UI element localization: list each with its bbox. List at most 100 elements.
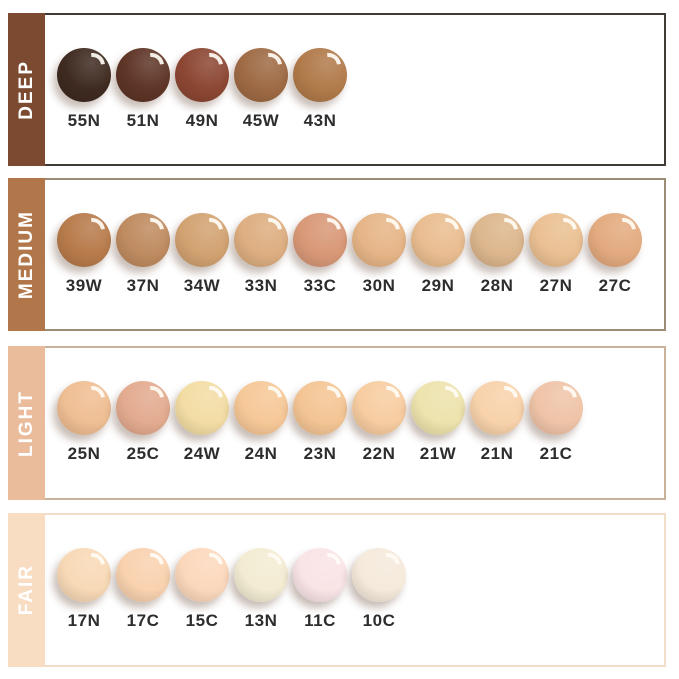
shade-swatch: 25C xyxy=(116,380,170,464)
shade-color-dot xyxy=(57,47,111,102)
shade-code: 29N xyxy=(421,276,455,295)
shade-color-dot xyxy=(234,47,288,102)
category-band-medium: MEDIUM xyxy=(8,178,45,331)
shade-code: 33N xyxy=(244,276,278,295)
shade-swatch: 30N xyxy=(352,212,406,296)
shine-highlight-icon xyxy=(74,547,111,584)
shade-color-dot xyxy=(293,547,347,602)
shade-color-dot xyxy=(234,380,288,435)
shine-highlight-icon xyxy=(428,380,465,417)
shade-swatch: 45W xyxy=(234,47,288,131)
swatch-list: 25N 25C 24W 24N 23N 22N 21W 21N 21C xyxy=(57,380,583,464)
shine-highlight-icon xyxy=(133,380,170,417)
shine-highlight-icon xyxy=(487,212,524,249)
shade-row-light: LIGHT 25N 25C 24W 24N 23N 22N 21W 21N 21C xyxy=(8,346,666,500)
shade-color-dot xyxy=(116,547,170,602)
shade-code: 21N xyxy=(480,444,514,463)
shade-code: 55N xyxy=(67,111,101,130)
shade-row-fair: FAIR 17N 17C 15C 13N 11C 10C xyxy=(8,513,666,667)
shade-color-dot xyxy=(57,547,111,602)
category-band-fair: FAIR xyxy=(8,513,45,667)
shine-highlight-icon xyxy=(369,547,406,584)
category-label: MEDIUM xyxy=(15,209,37,300)
shade-code: 10C xyxy=(362,611,396,630)
shine-highlight-icon xyxy=(133,212,170,249)
shade-row-deep: DEEP 55N 51N 49N 45W 43N xyxy=(8,13,666,166)
shade-color-dot xyxy=(293,47,347,102)
shade-swatch: 51N xyxy=(116,47,170,131)
shade-swatch: 27N xyxy=(529,212,583,296)
shine-highlight-icon xyxy=(310,547,347,584)
shine-highlight-icon xyxy=(74,380,111,417)
shine-highlight-icon xyxy=(310,47,347,84)
shine-highlight-icon xyxy=(133,47,170,84)
shade-color-dot xyxy=(293,212,347,267)
shade-swatch: 23N xyxy=(293,380,347,464)
shine-highlight-icon xyxy=(192,547,229,584)
shine-highlight-icon xyxy=(546,380,583,417)
shine-highlight-icon xyxy=(251,380,288,417)
shade-code: 21W xyxy=(419,444,457,463)
shade-color-dot xyxy=(57,212,111,267)
shade-swatch: 13N xyxy=(234,547,288,631)
shine-highlight-icon xyxy=(251,212,288,249)
category-label: LIGHT xyxy=(15,389,37,457)
shade-code: 11C xyxy=(304,611,336,630)
shade-color-dot xyxy=(470,380,524,435)
shade-swatch: 24W xyxy=(175,380,229,464)
shade-color-dot xyxy=(116,380,170,435)
shade-swatch: 37N xyxy=(116,212,170,296)
shine-highlight-icon xyxy=(605,212,642,249)
shine-highlight-icon xyxy=(546,212,583,249)
shine-highlight-icon xyxy=(487,380,524,417)
shine-highlight-icon xyxy=(251,47,288,84)
shade-swatch: 22N xyxy=(352,380,406,464)
category-band-light: LIGHT xyxy=(8,346,45,500)
shade-color-dot xyxy=(175,212,229,267)
shade-swatch: 28N xyxy=(470,212,524,296)
shade-color-dot xyxy=(411,380,465,435)
shade-code: 17N xyxy=(67,611,101,630)
shade-color-dot xyxy=(529,380,583,435)
shade-swatch: 49N xyxy=(175,47,229,131)
shade-code: 17C xyxy=(126,611,160,630)
category-band-deep: DEEP xyxy=(8,13,45,166)
shine-highlight-icon xyxy=(192,212,229,249)
shade-code: 23N xyxy=(303,444,337,463)
shade-swatch: 55N xyxy=(57,47,111,131)
shade-code: 27N xyxy=(539,276,573,295)
shade-code: 24N xyxy=(244,444,278,463)
shine-highlight-icon xyxy=(369,212,406,249)
shade-swatch: 15C xyxy=(175,547,229,631)
shade-color-dot xyxy=(116,47,170,102)
shade-code: 24W xyxy=(183,444,221,463)
shade-swatch: 33N xyxy=(234,212,288,296)
shade-code: 21C xyxy=(539,444,573,463)
shade-code: 30N xyxy=(362,276,396,295)
shine-highlight-icon xyxy=(74,47,111,84)
shine-highlight-icon xyxy=(369,380,406,417)
shade-color-dot xyxy=(411,212,465,267)
shade-swatch: 29N xyxy=(411,212,465,296)
swatch-list: 55N 51N 49N 45W 43N xyxy=(57,47,347,131)
shade-code: 43N xyxy=(303,111,337,130)
shine-highlight-icon xyxy=(133,547,170,584)
shade-code: 28N xyxy=(480,276,514,295)
shade-color-dot xyxy=(234,547,288,602)
shade-color-dot xyxy=(352,212,406,267)
shine-highlight-icon xyxy=(192,380,229,417)
shade-color-dot xyxy=(57,380,111,435)
shade-code: 49N xyxy=(185,111,219,130)
shade-color-dot xyxy=(588,212,642,267)
shade-code: 13N xyxy=(244,611,278,630)
shade-code: 37N xyxy=(126,276,160,295)
shade-swatch: 17N xyxy=(57,547,111,631)
shade-code: 51N xyxy=(126,111,160,130)
shine-highlight-icon xyxy=(74,212,111,249)
shade-code: 34W xyxy=(183,276,221,295)
shade-swatch: 17C xyxy=(116,547,170,631)
shade-swatch: 10C xyxy=(352,547,406,631)
shade-swatch: 24N xyxy=(234,380,288,464)
shade-swatch: 25N xyxy=(57,380,111,464)
shade-color-dot xyxy=(352,380,406,435)
